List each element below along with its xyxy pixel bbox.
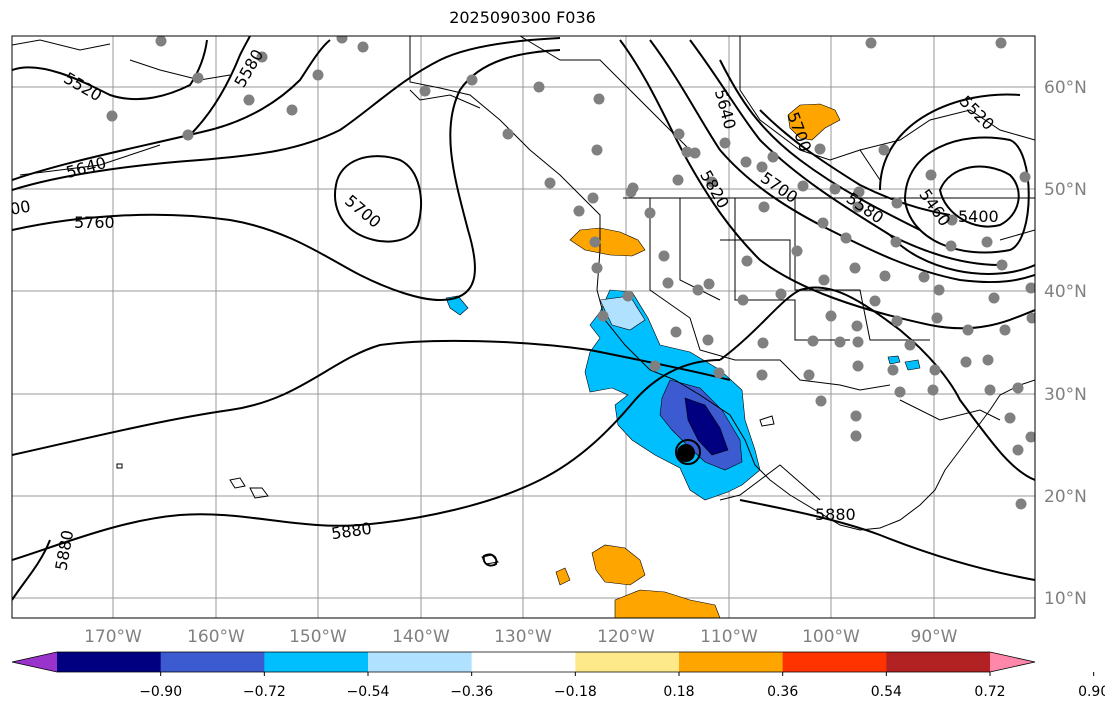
lat-label: 50°N: [1044, 180, 1087, 200]
contour-5820: [619, 39, 1035, 330]
contour-label: 5700: [0, 197, 32, 223]
colorbar-tick-label: −0.90: [139, 684, 182, 700]
lon-label: 100°W: [802, 627, 860, 647]
negative-anomaly-small: [445, 295, 469, 316]
colorbar-segment: [160, 652, 265, 672]
lat-label: 40°N: [1044, 282, 1087, 302]
contour-5400-low: [938, 165, 1020, 228]
contour-5580-east: [759, 109, 951, 216]
map-frame: [11, 35, 1036, 619]
lat-label: 10°N: [1044, 589, 1087, 609]
map-title: 2025090300 F036: [449, 8, 596, 27]
negative-anomaly-gulf-2: [904, 359, 921, 371]
colorbar-tick-label: −0.18: [554, 684, 597, 700]
lat-label: 20°N: [1044, 487, 1087, 507]
contour-5520: [12, 39, 208, 101]
colorbar-outline: [11, 651, 1036, 673]
contour-5880-pacific: [12, 339, 731, 456]
lon-label: 160°W: [187, 627, 245, 647]
lat-label: 60°N: [1044, 78, 1087, 98]
contour-5880-south: [12, 359, 721, 561]
contour-5640: [12, 39, 331, 181]
lon-label: 170°W: [84, 627, 142, 647]
colorbar-tick-label: 0.72: [974, 684, 1005, 700]
colorbar-segment: [471, 652, 576, 672]
longitude-labels: 170°W 160°W 150°W 140°W 130°W 120°W 110°…: [84, 627, 958, 647]
contour-label: 5880: [815, 505, 856, 524]
lon-label: 110°W: [700, 627, 758, 647]
latitude-labels: 60°N 50°N 40°N 30°N 20°N 10°N: [1044, 78, 1087, 609]
lon-label: 130°W: [494, 627, 552, 647]
contour-5880-lower: [739, 499, 1035, 581]
contour-5880-small: [482, 553, 498, 567]
positive-anomaly-tropics-1: [591, 544, 646, 586]
colorbar-segment: [679, 652, 784, 672]
lon-label: 90°W: [911, 627, 958, 647]
colorbar-tick-label: 0.54: [871, 684, 902, 700]
height-contours: [12, 36, 1035, 601]
colorbar-extend-high: [990, 652, 1035, 672]
negative-anomaly-core: [684, 397, 729, 456]
colorbar: −0.90 −0.72 −0.54 −0.36 −0.18 0.18 0.36 0.54 0.7…: [11, 651, 1105, 700]
contour-5700-closed: [334, 155, 422, 243]
anomaly-shading: [445, 103, 921, 618]
colorbar-segment: [368, 652, 473, 672]
coastlines: [12, 36, 1035, 531]
colorbar-segment: [782, 652, 887, 672]
colorbar-segment: [264, 652, 369, 672]
positive-anomaly-tropics-2: [614, 589, 721, 618]
positive-anomaly-pacific-nw: [569, 227, 646, 257]
contour-label: 5400: [958, 207, 999, 226]
positive-anomaly-tropics-3: [555, 567, 571, 586]
colorbar-tick-label: −0.72: [243, 684, 286, 700]
contour-5460-low: [903, 136, 1030, 254]
contour-5880-left: [12, 539, 51, 601]
colorbar-tick-label: 0.90: [1078, 684, 1105, 700]
lat-label: 30°N: [1044, 385, 1087, 405]
colorbar-tick-label: 0.18: [663, 684, 694, 700]
colorbar-segment: [575, 652, 680, 672]
lon-label: 150°W: [289, 627, 347, 647]
storm-marker: [675, 439, 701, 465]
contour-5700: [12, 37, 561, 191]
islands: [116, 415, 775, 565]
contour-label: 5760: [74, 213, 115, 232]
lon-label: 120°W: [597, 627, 655, 647]
colorbar-tick-label: −0.54: [347, 684, 390, 700]
contour-5880-east: [719, 286, 1035, 481]
contour-5640-east: [719, 59, 921, 231]
positive-anomaly-hudson: [787, 103, 841, 141]
colorbar-tick-label: 0.36: [767, 684, 798, 700]
lon-label: 140°W: [392, 627, 450, 647]
colorbar-extend-low: [12, 652, 57, 672]
colorbar-tick-label: −0.36: [450, 684, 493, 700]
colorbar-segment: [886, 652, 991, 672]
contour-5580: [189, 36, 251, 136]
contour-5520-low: [879, 93, 1035, 275]
contour-5700-east: [689, 39, 1001, 266]
colorbar-segment: [57, 652, 162, 672]
contour-5760: [12, 49, 561, 302]
station-dots: [106, 36, 1035, 510]
negative-anomaly-gulf: [887, 355, 901, 365]
